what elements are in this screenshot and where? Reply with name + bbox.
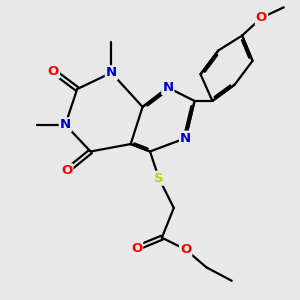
Text: O: O [61,164,72,177]
Text: O: O [256,11,267,24]
Text: O: O [131,242,142,255]
Text: N: N [106,66,117,79]
Text: N: N [180,132,191,145]
Text: N: N [162,81,173,94]
Text: N: N [60,118,71,131]
Text: S: S [154,172,164,185]
Text: O: O [48,65,59,78]
Text: O: O [180,243,191,256]
